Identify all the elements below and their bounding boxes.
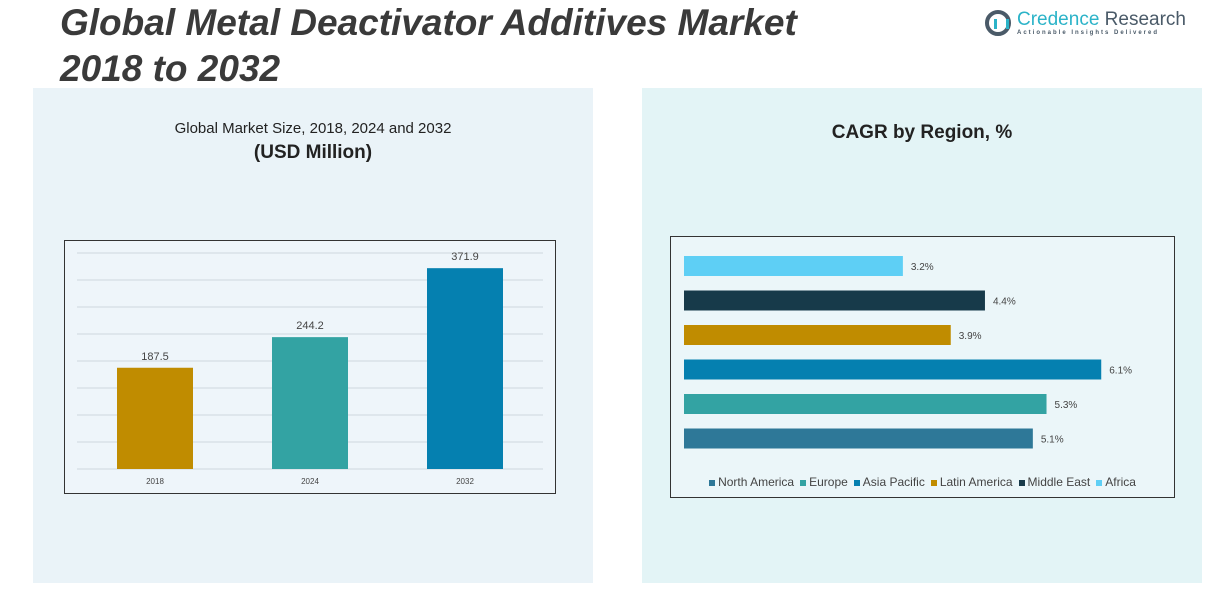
legend-item: Middle East: [1018, 475, 1091, 489]
logo-tagline: Actionable Insights Delivered: [1017, 30, 1160, 36]
legend-swatch: [853, 479, 860, 486]
bar-europe: [684, 394, 1047, 414]
bar-latin-america: [684, 325, 951, 345]
data-label: 4.4%: [993, 297, 1016, 308]
page-title: Global Metal Deactivator Additives Marke…: [60, 0, 797, 92]
data-label: 371.9: [451, 251, 479, 263]
legend-label: Middle East: [1027, 475, 1091, 489]
legend-swatch: [930, 479, 937, 486]
data-label: 5.1%: [1041, 435, 1064, 446]
legend-swatch: [1096, 479, 1103, 486]
market-size-chart: 187.5 2018 244.2 2024 371.9 2032: [77, 251, 543, 486]
bar-middle-east: [684, 290, 985, 311]
legend-label: Latin America: [939, 475, 1013, 489]
bar-chart-title: Global Market Size, 2018, 2024 and 2032: [174, 120, 452, 137]
bar-2024: [272, 337, 348, 469]
legend-item: Asia Pacific: [853, 475, 925, 489]
legend-item: Africa: [1096, 475, 1136, 489]
cagr-chart: 3.2% 4.4% 3.9% 6.1% 5.3% 5.1%: [684, 256, 1132, 449]
legend-swatch: [1018, 479, 1025, 486]
legend-item: Europe: [800, 475, 848, 489]
x-tick-label: 2024: [301, 477, 319, 486]
data-label: 187.5: [141, 351, 169, 363]
legend-item: North America: [709, 475, 794, 489]
cagr-legend: North America Europe Asia Pacific Latin Ame…: [671, 475, 1174, 489]
market-size-panel: Global Market Size, 2018, 2024 and 2032 …: [33, 88, 593, 583]
data-label: 6.1%: [1109, 366, 1132, 377]
cagr-panel: CAGR by Region, % 3.2% 4.4% 3.9% 6.1% 5.3% 5.…: [642, 88, 1202, 583]
legend-label: Asia Pacific: [862, 475, 925, 489]
legend-label: Europe: [809, 475, 848, 489]
cagr-chart-title: CAGR by Region, %: [831, 122, 1013, 143]
bar-2032: [427, 268, 503, 469]
bar-asia-pacific: [684, 359, 1102, 380]
legend-item: Latin America: [930, 475, 1013, 489]
data-label: 3.9%: [959, 331, 982, 342]
bar-chart-subtitle: (USD Million): [253, 142, 373, 163]
logo-name-b: Research: [1099, 9, 1186, 30]
bar-2018: [117, 367, 193, 469]
title-line-2: 2018 to 2032: [60, 48, 281, 89]
legend-swatch: [709, 479, 716, 486]
credence-research-logo: Credence Research Actionable Insights De…: [985, 10, 1186, 36]
bar-africa: [684, 256, 903, 276]
legend-swatch: [800, 479, 807, 486]
legend-label: Africa: [1105, 475, 1136, 489]
x-tick-label: 2032: [456, 477, 474, 486]
logo-chart-icon: [985, 10, 1011, 36]
title-line-1: Global Metal Deactivator Additives Marke…: [60, 2, 797, 43]
data-label: 3.2%: [911, 262, 934, 273]
legend-label: North America: [718, 475, 795, 489]
data-label: 244.2: [296, 320, 324, 332]
data-label: 5.3%: [1055, 400, 1078, 411]
logo-name-a: Credence: [1017, 9, 1100, 30]
x-tick-label: 2018: [146, 477, 164, 486]
bar-north-america: [684, 428, 1033, 449]
